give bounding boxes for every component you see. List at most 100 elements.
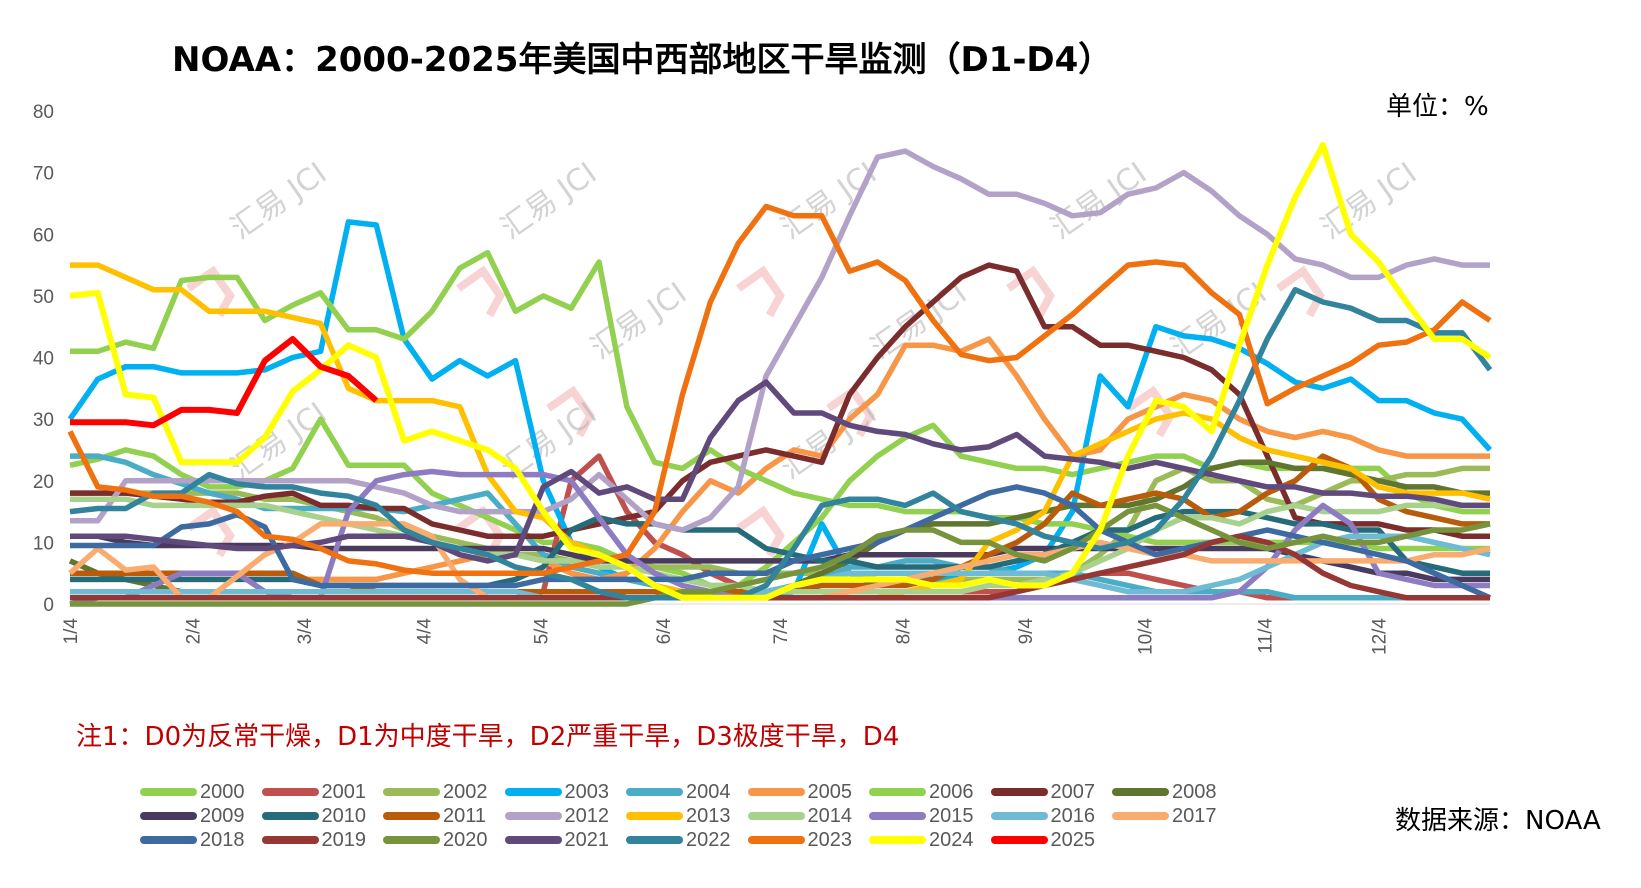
x-tick-label: 5/4 [532, 618, 553, 645]
legend-label: 2013 [686, 804, 731, 827]
legend-swatch [140, 788, 197, 796]
legend-label: 2019 [321, 828, 367, 851]
legend-label: 2015 [929, 804, 974, 827]
y-tick-label: 10 [33, 533, 54, 554]
legend-item-2012: 2012 [504, 804, 610, 828]
legend-swatch [1112, 788, 1169, 796]
legend-item-2022: 2022 [626, 828, 731, 852]
legend-item-2007: 2007 [990, 780, 1096, 804]
watermark-logo-icon [736, 265, 785, 318]
series-line-2012 [70, 148, 1490, 533]
y-axis-ticks: 0 10 20 30 40 50 60 70 80 [33, 102, 54, 616]
legend-item-2013: 2013 [626, 804, 731, 828]
legend-item-2017: 2017 [1112, 804, 1217, 828]
watermark-logo-icon [456, 505, 505, 558]
legend-label: 2018 [200, 828, 245, 851]
x-axis-ticks: 1/4 2/4 3/4 4/4 5/4 6/4 7/4 8/4 9/4 10/4 11/4 12/4 [61, 618, 1391, 655]
legend-label: 2012 [564, 804, 610, 827]
series-line-2007 [70, 262, 1490, 539]
series-line-2006 [70, 249, 1490, 552]
legend-label: 2016 [1050, 804, 1096, 827]
legend-label: 2001 [321, 780, 367, 803]
y-tick-label: 70 [33, 164, 54, 185]
legend-swatch [383, 788, 440, 796]
series-line-2009 [70, 533, 1490, 583]
legend-swatch [990, 812, 1048, 820]
legend-swatch [990, 836, 1048, 844]
legend-label: 2020 [443, 828, 488, 851]
watermark-logo-icon [826, 385, 875, 438]
x-tick-label: 2/4 [184, 618, 205, 645]
watermark-logo-icon [1276, 265, 1325, 318]
series-line-2022 [69, 286, 1493, 601]
legend-label: 2002 [443, 780, 488, 803]
legend-item-2023: 2023 [747, 828, 853, 852]
legend-item-2015: 2015 [869, 804, 974, 828]
legend-swatch [140, 836, 197, 844]
chart-title: NOAA：2000-2025年美国中西部地区干旱监测（D1-D4） [172, 40, 1113, 80]
legend-swatch [383, 836, 440, 844]
legend-swatch [869, 812, 926, 820]
legend-item-2025: 2025 [990, 828, 1096, 852]
x-tick-label: 1/4 [61, 618, 82, 645]
legend-item-2020: 2020 [383, 828, 488, 852]
x-tick-label: 7/4 [771, 618, 792, 645]
legend-item-2001: 2001 [261, 780, 367, 804]
legend-swatch [747, 812, 805, 820]
legend-label: 2011 [443, 804, 487, 827]
series-line-2000 [69, 416, 1490, 589]
legend-label: 2014 [807, 804, 853, 827]
watermark-logo-icon [736, 505, 785, 558]
legend-label: 2009 [200, 804, 245, 827]
legend-swatch [261, 788, 319, 796]
legend-item-2021: 2021 [504, 828, 610, 852]
legend-swatch [626, 788, 683, 796]
legend-label: 2007 [1050, 780, 1096, 803]
legend-label: 2022 [686, 828, 731, 851]
y-tick-label: 30 [33, 410, 54, 431]
legend-item-2019: 2019 [261, 828, 367, 852]
y-tick-label: 0 [43, 595, 54, 616]
legend-item-2006: 2006 [869, 780, 974, 804]
x-tick-label: 4/4 [415, 618, 436, 645]
y-tick-label: 40 [33, 349, 54, 370]
legend-item-2009: 2009 [140, 804, 245, 828]
legend-swatch [504, 788, 562, 796]
legend-label: 2021 [564, 828, 610, 851]
legend-item-2008: 2008 [1112, 780, 1217, 804]
legend-item-2014: 2014 [747, 804, 853, 828]
watermark-logo-icon [456, 265, 505, 318]
legend-swatch [626, 836, 683, 844]
legend-label: 2005 [807, 780, 853, 803]
watermark: 汇易 JCI [456, 156, 603, 318]
series-line-2025 [70, 336, 379, 429]
series-line-2023 [67, 203, 1492, 576]
legend-label: 2008 [1172, 780, 1217, 803]
legend-label: 2003 [564, 780, 610, 803]
legend-label: 2023 [807, 828, 853, 851]
legend-item-2003: 2003 [504, 780, 610, 804]
legend-label: 2004 [686, 780, 731, 803]
legend-swatch [747, 836, 805, 844]
unit-label: 单位：% [1386, 92, 1489, 122]
legend-swatch [504, 812, 562, 820]
legend-label: 2017 [1172, 804, 1217, 827]
watermark-text: 汇易 JCI [225, 156, 334, 247]
legend-swatch [747, 788, 805, 796]
x-tick-label: 3/4 [295, 618, 316, 645]
legend-swatch [990, 788, 1048, 796]
legend-label: 2025 [1050, 828, 1096, 851]
legend-swatch [504, 836, 562, 844]
x-tick-label: 8/4 [894, 618, 915, 645]
y-tick-label: 80 [33, 102, 54, 123]
x-tick-label: 11/4 [1255, 618, 1276, 654]
legend-item-2016: 2016 [990, 804, 1096, 828]
x-tick-label: 9/4 [1016, 618, 1037, 645]
legend-item-2004: 2004 [626, 780, 731, 804]
legend-item-2000: 2000 [140, 780, 245, 804]
y-tick-label: 20 [33, 472, 54, 493]
watermark-text: 汇易 JCI [1045, 156, 1154, 247]
watermark-text: 汇易 JCI [585, 276, 694, 367]
legend-swatch [140, 812, 197, 820]
